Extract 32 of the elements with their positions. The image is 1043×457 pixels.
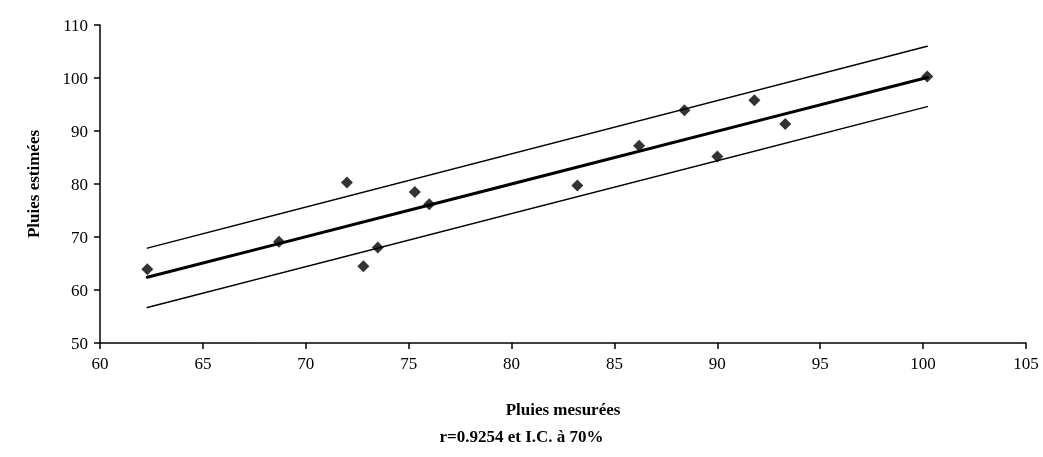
text: r=0.9254 et I.C. à 70% — [439, 427, 604, 446]
point — [571, 179, 584, 192]
y-tick-label: 100 — [62, 68, 88, 88]
point — [357, 260, 370, 273]
point — [340, 176, 353, 189]
point — [423, 198, 436, 211]
point — [748, 94, 761, 107]
y-tick-label: 70 — [71, 227, 88, 247]
point — [371, 241, 384, 254]
x-tick-label: 105 — [1013, 354, 1039, 373]
x-tick-label: 75 — [400, 354, 418, 373]
point — [711, 150, 724, 163]
x-tick-label: 90 — [708, 354, 726, 373]
point — [921, 70, 934, 83]
y-tick-label: 90 — [71, 121, 88, 141]
y-tick-label: 110 — [63, 15, 88, 35]
point — [678, 104, 691, 117]
y-axis-title: Pluies estimées — [24, 129, 43, 239]
x-tick-label: 95 — [811, 354, 829, 373]
x-tick-label: 70 — [297, 354, 315, 373]
x-tick-label: 65 — [194, 354, 212, 373]
y-tick-label: 50 — [71, 333, 88, 353]
x-tick-label: 80 — [503, 354, 521, 373]
point — [408, 185, 421, 198]
x-tick-label: 100 — [910, 354, 936, 373]
point — [141, 263, 154, 276]
point — [779, 118, 792, 131]
x-axis-title: Pluies mesurées — [505, 400, 621, 419]
x-tick-label: 60 — [91, 354, 109, 373]
y-tick-label: 60 — [71, 280, 88, 300]
y-tick-label: 80 — [71, 174, 88, 194]
x-tick-label: 85 — [605, 354, 623, 373]
